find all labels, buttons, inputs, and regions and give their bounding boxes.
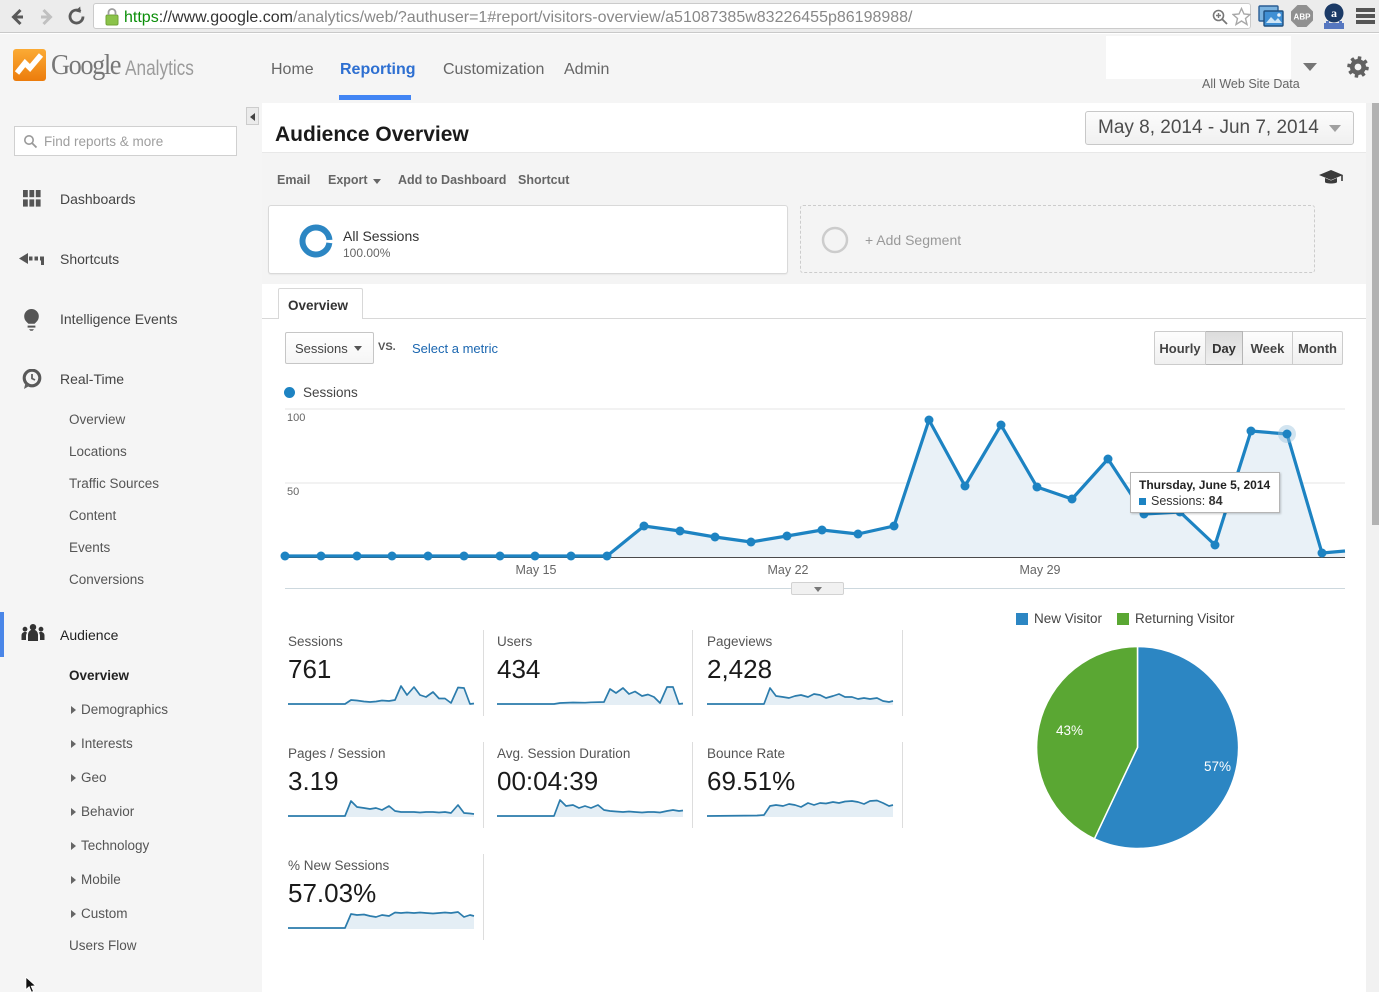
svg-text:ABP: ABP [1294,13,1312,22]
svg-text:43%: 43% [1056,723,1083,738]
svg-text:57%: 57% [1204,759,1231,774]
svg-text:a: a [1331,6,1337,20]
